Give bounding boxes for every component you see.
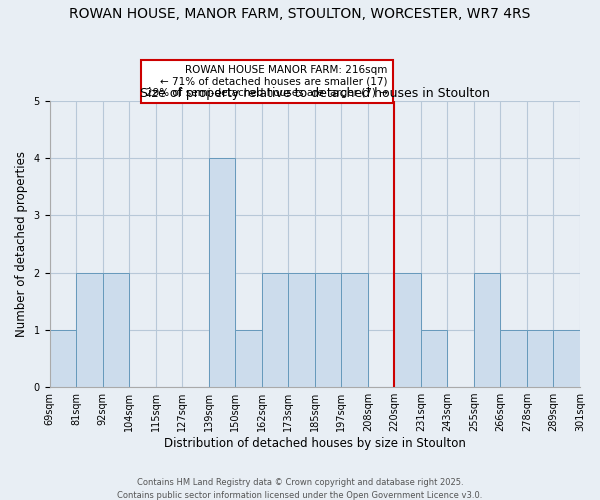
Bar	[394, 272, 421, 387]
Title: Size of property relative to detached houses in Stoulton: Size of property relative to detached ho…	[140, 87, 490, 100]
Bar	[103, 272, 129, 387]
Text: Contains HM Land Registry data © Crown copyright and database right 2025.
Contai: Contains HM Land Registry data © Crown c…	[118, 478, 482, 500]
Bar	[474, 272, 500, 387]
Bar	[341, 272, 368, 387]
Text: ROWAN HOUSE MANOR FARM: 216sqm
← 71% of detached houses are smaller (17)
29% of : ROWAN HOUSE MANOR FARM: 216sqm ← 71% of …	[146, 65, 388, 98]
Bar	[315, 272, 341, 387]
Bar	[527, 330, 553, 387]
Bar	[262, 272, 288, 387]
X-axis label: Distribution of detached houses by size in Stoulton: Distribution of detached houses by size …	[164, 437, 466, 450]
Bar	[421, 330, 448, 387]
Bar	[500, 330, 527, 387]
Bar	[209, 158, 235, 387]
Bar	[553, 330, 580, 387]
Bar	[76, 272, 103, 387]
Bar	[288, 272, 315, 387]
Bar	[50, 330, 76, 387]
Y-axis label: Number of detached properties: Number of detached properties	[15, 151, 28, 337]
Text: ROWAN HOUSE, MANOR FARM, STOULTON, WORCESTER, WR7 4RS: ROWAN HOUSE, MANOR FARM, STOULTON, WORCE…	[70, 8, 530, 22]
Bar	[235, 330, 262, 387]
